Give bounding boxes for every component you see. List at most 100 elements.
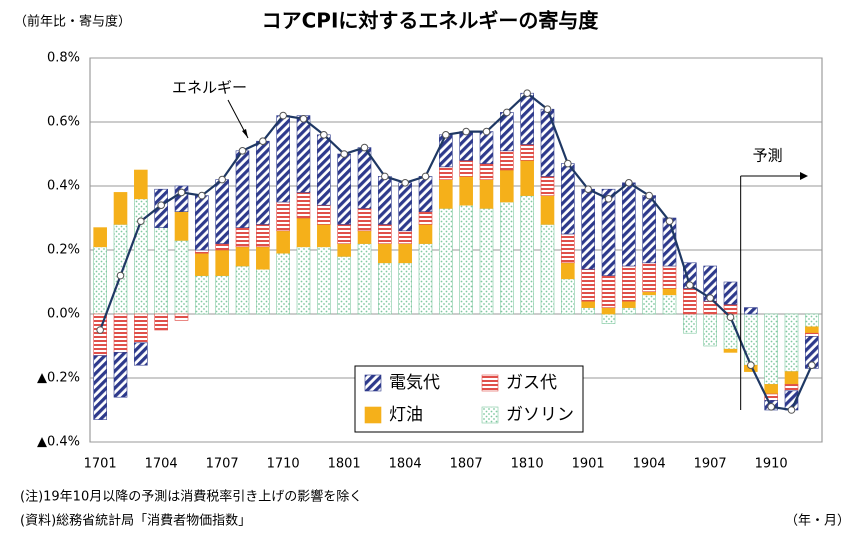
line-marker — [259, 137, 267, 145]
forecast-label: 予測 — [753, 147, 783, 165]
bar-segment — [357, 208, 372, 232]
bar-segment — [662, 217, 677, 267]
bar-segment — [235, 227, 250, 248]
bar-segment — [520, 160, 534, 196]
y-tick-label: 0.8% — [47, 51, 80, 66]
bar-segment — [235, 246, 250, 267]
y-tick-label: 0.2% — [47, 243, 80, 258]
line-marker — [584, 185, 592, 193]
line-marker — [442, 131, 450, 139]
bar-segment — [215, 243, 229, 251]
legend-swatch — [364, 406, 382, 424]
x-tick-label: 1704 — [145, 457, 178, 472]
x-tick-label: 1904 — [633, 457, 666, 472]
note: (資料)総務省統計局「消費者物価指数」 — [20, 513, 251, 529]
bar-segment — [561, 163, 575, 235]
line-marker — [747, 361, 755, 370]
bar-segment — [540, 176, 555, 196]
bar-segment — [479, 179, 494, 209]
x-tick-label: 1707 — [206, 457, 239, 472]
bar-segment — [540, 224, 555, 315]
bar-segment — [174, 211, 189, 241]
bar-segment — [683, 313, 697, 334]
bar-segment — [642, 291, 656, 296]
line-marker — [320, 131, 328, 139]
bar-segment — [256, 268, 270, 315]
line-marker — [808, 361, 816, 370]
bar-segment — [764, 313, 778, 385]
bar-segment — [784, 371, 799, 385]
bar-segment — [459, 160, 473, 177]
bar-segment — [500, 201, 514, 315]
bar-segment — [784, 313, 799, 372]
bar-segment — [520, 144, 534, 161]
bar-segment — [601, 307, 616, 315]
line-marker — [137, 217, 145, 225]
bar-segment — [134, 342, 148, 366]
bar-segment — [805, 326, 819, 334]
bar-segment — [134, 169, 148, 200]
bar-segment — [500, 169, 514, 203]
line-marker — [686, 281, 694, 290]
bar-segment — [581, 300, 595, 308]
line-marker — [157, 201, 165, 209]
bar-segment — [93, 246, 107, 315]
line-marker — [523, 89, 531, 97]
bar-segment — [622, 307, 636, 315]
bar-segment — [520, 195, 534, 315]
line-marker — [564, 159, 572, 168]
x-tick-label: 1901 — [572, 457, 605, 472]
line-marker — [421, 172, 430, 181]
bar-segment — [398, 230, 412, 244]
bar-segment — [296, 192, 311, 219]
bar-segment — [622, 265, 636, 302]
bar-segment — [357, 230, 372, 244]
bar-segment — [276, 201, 290, 232]
y-axis-label: （前年比・寄与度） — [14, 14, 131, 30]
bar-segment — [581, 188, 595, 270]
bar-segment — [235, 150, 250, 228]
bar-segment — [439, 166, 453, 180]
bar-segment — [113, 313, 128, 353]
y-tick-label: 0.4% — [47, 179, 80, 194]
line-marker — [238, 147, 247, 155]
bar-segment — [459, 131, 473, 161]
bar-segment — [317, 224, 331, 248]
y-tick-label: ▲0.2% — [37, 371, 80, 386]
bar-segment — [235, 265, 250, 315]
bar-segment — [418, 224, 433, 244]
line-marker — [381, 172, 389, 181]
line-marker — [787, 406, 796, 414]
line-marker — [116, 271, 125, 280]
bar-segment — [784, 384, 799, 392]
bar-segment — [622, 182, 636, 267]
x-tick-label: 1804 — [389, 457, 422, 472]
line-marker — [543, 105, 552, 113]
bar-segment — [276, 252, 290, 315]
line-marker — [462, 127, 470, 136]
bar-segment — [113, 352, 128, 398]
line-marker — [645, 191, 653, 200]
bar-segment — [215, 249, 229, 276]
line-marker — [401, 179, 409, 187]
bar-segment — [398, 262, 412, 315]
bar-segment — [418, 211, 433, 225]
x-tick-label: 1807 — [450, 457, 483, 472]
bar-segment — [113, 224, 128, 315]
bar-segment — [174, 313, 189, 321]
x-tick-label: 1801 — [328, 457, 361, 472]
bar-segment — [744, 313, 758, 366]
bar-segment — [357, 147, 372, 209]
bar-segment — [662, 265, 677, 289]
line-marker — [340, 150, 348, 158]
x-tick-label: 1710 — [267, 457, 300, 472]
bar-segment — [479, 208, 494, 315]
bar-segment — [195, 252, 209, 276]
x-tick-label: 1910 — [755, 457, 788, 472]
line-marker — [299, 115, 308, 123]
bar-segment — [764, 384, 778, 395]
line-marker — [604, 195, 613, 203]
